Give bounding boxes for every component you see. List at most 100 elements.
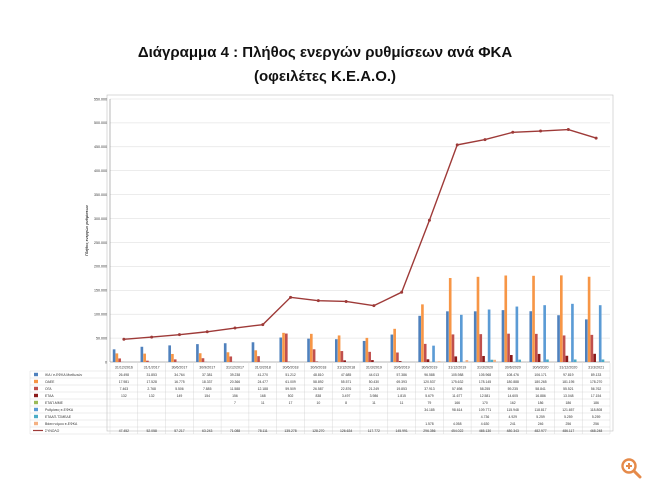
data-label: 14.605 [508, 394, 518, 398]
x-tick-label: 31/3/2021 [588, 366, 604, 370]
bar [390, 334, 394, 362]
line-point [455, 143, 459, 147]
bar [454, 356, 458, 362]
legend-label: Βάσει νόμου e-ΕΦΚΑ [45, 422, 78, 426]
bar [585, 319, 588, 362]
data-label: 20.366 [230, 380, 240, 384]
data-label: 16.886 [535, 394, 545, 398]
bar [226, 352, 230, 362]
data-label: 120.537 [423, 380, 435, 384]
data-label: 11 [400, 401, 404, 405]
bar [146, 360, 149, 362]
data-label: 5.259 [592, 415, 601, 419]
data-label: 838 [315, 394, 321, 398]
x-tick-label: 31/12/2020 [559, 366, 577, 370]
data-label: 79 [428, 401, 432, 405]
bar [196, 344, 199, 362]
data-label: 454.022 [451, 429, 463, 433]
data-label: 480.343 [507, 429, 519, 433]
line-point [316, 299, 320, 303]
y-tick-label: 450.000 [94, 145, 107, 149]
data-label: 51.212 [285, 373, 295, 377]
bar [418, 315, 421, 362]
data-label: 61.009 [285, 380, 295, 384]
zoom-in-button[interactable] [619, 456, 643, 480]
legend-swatch [34, 414, 38, 419]
x-tick-label: 30/9/2018 [310, 366, 326, 370]
data-label: 180.888 [507, 380, 519, 384]
data-label: 482.977 [534, 429, 546, 433]
data-label: 37.913 [424, 387, 434, 391]
data-label: 105.988 [451, 373, 463, 377]
data-label: 69.393 [396, 380, 406, 384]
bar [532, 275, 535, 362]
data-label: 109.771 [479, 408, 491, 412]
y-tick-label: 350.000 [94, 193, 107, 197]
bar [557, 315, 560, 362]
bar [426, 359, 430, 362]
data-label: 89.133 [591, 373, 601, 377]
bar [340, 351, 344, 362]
data-label: 178.145 [479, 380, 491, 384]
bar [337, 335, 341, 362]
data-label: 168 [260, 394, 266, 398]
bar [143, 353, 146, 362]
bar [173, 359, 177, 362]
bar [529, 311, 533, 362]
data-label: 21.249 [369, 387, 379, 391]
bar [543, 305, 546, 362]
y-tick-label: 200.000 [94, 265, 107, 269]
data-label: 26.498 [119, 373, 129, 377]
data-label: 57.386 [396, 373, 406, 377]
x-tick-label: 31/12/2019 [448, 366, 466, 370]
data-label: 181.195 [562, 380, 574, 384]
bar [368, 351, 371, 362]
bar [573, 359, 577, 362]
data-label: 175.632 [451, 380, 463, 384]
data-label: 17.154 [591, 394, 601, 398]
zoom-in-icon [621, 458, 642, 479]
data-label: 97.819 [563, 373, 573, 377]
legend-label: ΟΓΑ [45, 387, 52, 391]
data-label: 7.463 [120, 387, 129, 391]
data-label: 71.088 [230, 429, 240, 433]
data-label: 11.677 [452, 394, 462, 398]
legend-swatch [34, 407, 38, 412]
data-label: 11.588 [230, 387, 240, 391]
data-label: 31.853 [146, 373, 156, 377]
data-label: 13.048 [563, 394, 573, 398]
bar [229, 356, 233, 362]
data-label: 246 [538, 422, 544, 426]
data-label: 468.248 [590, 429, 602, 433]
data-label: 22.876 [341, 387, 351, 391]
bar [365, 337, 369, 362]
x-tick-label: 31/1/2017 [144, 366, 160, 370]
bar [562, 335, 566, 362]
bar [490, 359, 494, 362]
data-label: 98.614 [452, 408, 462, 412]
y-tick-label: 300.000 [94, 217, 107, 221]
bar [448, 278, 452, 362]
data-label: 3.497 [342, 394, 351, 398]
bar [590, 334, 594, 362]
x-tick-label: 31/12/2016 [115, 366, 133, 370]
data-label: 108.476 [507, 373, 519, 377]
data-label: 41.270 [258, 373, 268, 377]
data-label: 58.841 [535, 387, 545, 391]
bar [423, 343, 427, 362]
data-label: 256 [593, 422, 599, 426]
bar [171, 353, 174, 362]
data-label: 57.217 [174, 429, 184, 433]
data-label: 186 [593, 401, 599, 405]
legend-label: ΣΥΝΟΛΟ [45, 429, 60, 433]
data-label: 44.013 [369, 373, 379, 377]
bar [476, 276, 480, 362]
line-point [205, 330, 209, 334]
chart-title: Διάγραμμα 4 : Πλήθος ενεργών ρυθμίσεων α… [137, 44, 513, 61]
bar [535, 333, 538, 362]
chart-subtitle: (οφειλέτες Κ.Ε.Α.Ο.) [253, 68, 397, 85]
bar [465, 360, 469, 362]
bar [112, 349, 116, 362]
data-label: 4.058 [453, 422, 462, 426]
data-label: 502 [288, 394, 294, 398]
